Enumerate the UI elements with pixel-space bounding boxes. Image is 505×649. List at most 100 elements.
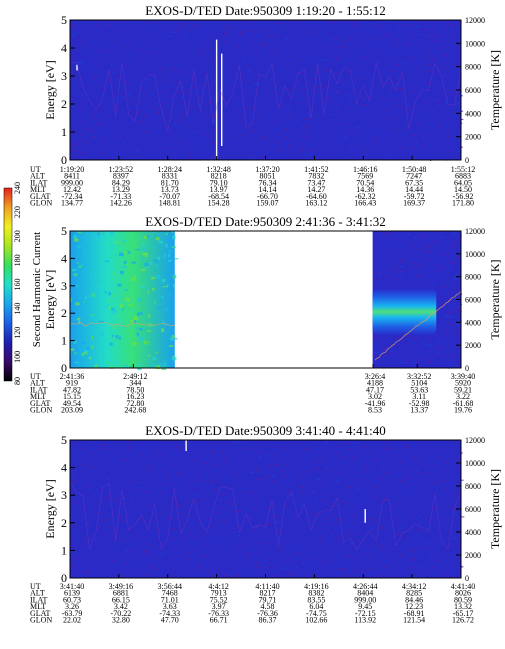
flux-texture <box>157 306 161 309</box>
flux-texture <box>237 46 240 48</box>
flux-texture <box>437 270 439 272</box>
flux-texture <box>452 289 456 291</box>
flux-texture <box>329 114 333 116</box>
flux-texture <box>72 499 75 501</box>
flux-texture <box>416 248 420 250</box>
flux-texture <box>155 264 158 266</box>
ephemeris-value: 13.32 <box>454 602 472 611</box>
flux-texture <box>138 518 142 520</box>
flux-texture <box>70 132 73 134</box>
flux-texture <box>302 478 306 480</box>
flux-texture <box>385 355 390 357</box>
flux-texture <box>111 283 114 287</box>
flux-texture <box>116 20 118 22</box>
flux-texture <box>216 512 221 514</box>
flux-texture <box>424 34 428 36</box>
flux-texture <box>285 464 288 466</box>
flux-texture <box>448 94 453 96</box>
flux-texture <box>326 95 330 97</box>
flux-texture <box>424 250 426 252</box>
flux-texture <box>191 86 194 88</box>
flux-texture <box>435 490 438 492</box>
flux-texture <box>404 342 407 344</box>
flux-texture <box>192 520 194 522</box>
flux-texture <box>397 233 400 235</box>
flux-texture <box>325 70 330 72</box>
flux-texture <box>412 342 415 344</box>
ephemeris-value: 1:23:52 <box>109 165 133 174</box>
flux-texture <box>353 94 357 96</box>
flux-texture <box>314 83 317 85</box>
flux-texture <box>299 149 303 151</box>
flux-texture <box>444 252 446 254</box>
flux-texture <box>135 471 139 473</box>
flux-texture <box>190 543 195 545</box>
flux-texture <box>424 566 426 568</box>
flux-texture <box>394 279 397 281</box>
flux-texture <box>389 563 393 565</box>
flux-texture <box>221 82 225 84</box>
flux-texture <box>304 34 307 36</box>
flux-texture <box>436 351 440 353</box>
ephemeris-value: 163.12 <box>305 199 327 208</box>
flux-texture <box>387 284 389 286</box>
flux-texture <box>155 274 160 279</box>
flux-texture <box>103 532 106 534</box>
flux-texture <box>282 552 284 554</box>
flux-texture <box>205 480 209 482</box>
flux-texture <box>380 347 385 349</box>
ephemeris-value: -76.36 <box>257 609 278 618</box>
flux-texture <box>427 501 429 503</box>
flux-texture <box>394 128 398 130</box>
ephemeris-value: 6883 <box>455 172 471 181</box>
flux-texture <box>336 129 341 131</box>
flux-texture <box>405 473 407 475</box>
flux-texture <box>262 38 265 40</box>
flux-texture <box>340 118 342 120</box>
flux-texture <box>291 443 294 445</box>
ephemeris-value: 4:19:16 <box>304 582 328 591</box>
flux-texture <box>360 554 363 556</box>
flux-texture <box>241 72 246 74</box>
flux-texture <box>423 28 428 30</box>
flux-texture <box>137 367 142 371</box>
flux-texture <box>149 555 153 557</box>
flux-texture <box>349 32 352 34</box>
ephemeris-row-label: GLAT <box>30 192 51 201</box>
flux-texture <box>115 151 117 153</box>
flux-texture <box>171 471 173 473</box>
flux-texture <box>347 94 351 96</box>
flux-texture <box>361 41 365 43</box>
flux-texture <box>426 491 428 493</box>
flux-texture <box>322 103 326 105</box>
flux-texture <box>302 440 304 442</box>
flux-texture <box>77 245 79 248</box>
flux-texture <box>340 105 343 107</box>
flux-texture <box>200 523 204 525</box>
flux-texture <box>70 351 72 354</box>
flux-texture <box>121 562 124 564</box>
flux-texture <box>171 335 176 338</box>
ephemeris-value: 4:34:12 <box>402 582 426 591</box>
flux-texture <box>268 525 273 527</box>
ephemeris-value: 1:41:52 <box>304 165 328 174</box>
panel-2: EXOS-D/TED Date:950309 2:41:36 - 3:41:32… <box>30 214 502 415</box>
flux-texture <box>258 456 262 458</box>
flux-texture <box>456 88 459 90</box>
flux-texture <box>94 150 97 152</box>
flux-texture <box>147 291 150 294</box>
flux-texture <box>348 145 351 147</box>
flux-texture <box>90 568 93 570</box>
flux-texture <box>424 263 427 265</box>
flux-texture <box>119 241 125 245</box>
flux-texture <box>423 102 427 104</box>
flux-texture <box>293 471 297 473</box>
flux-texture <box>161 470 164 472</box>
flux-texture <box>275 142 279 144</box>
flux-texture <box>108 105 111 107</box>
flux-texture <box>314 497 318 499</box>
flux-texture <box>176 83 180 85</box>
flux-texture <box>379 500 382 502</box>
panel-title: EXOS-D/TED Date:950309 1:19:20 - 1:55:12 <box>145 3 385 18</box>
flux-texture <box>200 77 202 79</box>
